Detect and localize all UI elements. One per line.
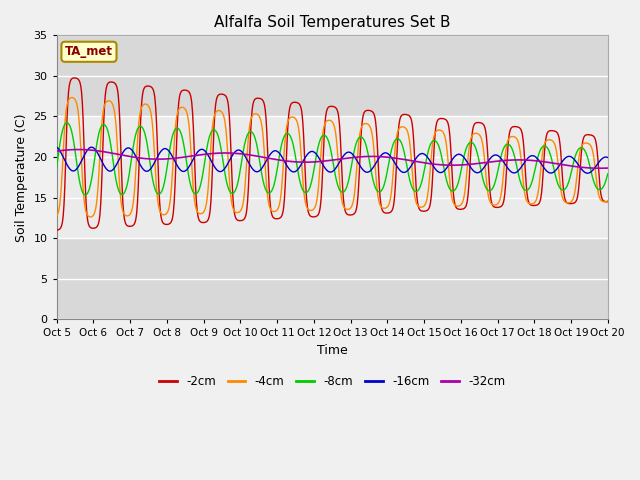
Y-axis label: Soil Temperature (C): Soil Temperature (C) bbox=[15, 113, 28, 241]
Title: Alfalfa Soil Temperatures Set B: Alfalfa Soil Temperatures Set B bbox=[214, 15, 451, 30]
Bar bbox=[57, 117, 608, 238]
X-axis label: Time: Time bbox=[317, 344, 348, 357]
Text: TA_met: TA_met bbox=[65, 45, 113, 58]
Legend: -2cm, -4cm, -8cm, -16cm, -32cm: -2cm, -4cm, -8cm, -16cm, -32cm bbox=[154, 371, 510, 393]
